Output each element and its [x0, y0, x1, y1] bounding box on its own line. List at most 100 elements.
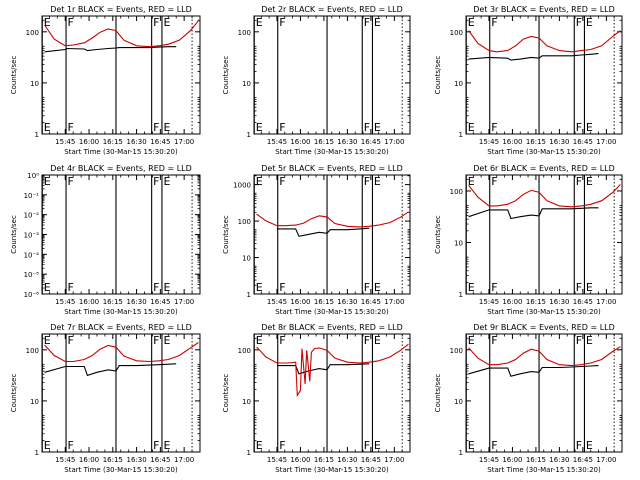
marker-label-top: F [68, 334, 74, 347]
x-tick-label: 15:45 [55, 298, 75, 306]
x-tick-label: 17:00 [596, 298, 616, 306]
x-tick-label: 15:45 [267, 298, 287, 306]
chart-panel-1: Det 1r BLACK = Events, RED = LLD 1 10 100 Co… [10, 5, 201, 156]
marker-label-bottom: F [153, 121, 159, 134]
marker-label-top: E [163, 16, 170, 29]
y-tick-label: 100 [238, 347, 251, 355]
marker-label-bottom: E [163, 121, 170, 134]
x-tick-label: 15:45 [479, 138, 499, 146]
marker-label-top: E [468, 334, 475, 347]
marker-label-top: F [68, 175, 74, 188]
x-tick-label: 15:45 [267, 456, 287, 464]
x-tick-label: 16:15 [314, 298, 334, 306]
y-axis-label: Counts/sec [434, 374, 442, 413]
x-tick-label: 16:15 [314, 138, 334, 146]
series-line-events [468, 207, 599, 220]
y-tick-label: 10⁻³ [24, 232, 40, 240]
x-tick-label: 16:00 [290, 456, 310, 464]
y-tick-label: 1 [459, 291, 463, 299]
x-axis-label: Start Time (30-Mar-15 15:30:20) [64, 466, 178, 474]
marker-label-bottom: F [576, 281, 582, 294]
x-tick-label: 17:00 [596, 456, 616, 464]
x-tick-label: 15:45 [479, 456, 499, 464]
marker-label-bottom: F [68, 281, 74, 294]
marker-label-bottom: E [468, 439, 475, 452]
marker-label-top: E [468, 175, 475, 188]
marker-label-top: E [586, 16, 593, 29]
y-tick-label: 1 [247, 449, 251, 457]
x-tick-label: 16:45 [573, 138, 593, 146]
marker-label-top: E [586, 334, 593, 347]
marker-label-top: E [44, 334, 51, 347]
x-tick-label: 16:15 [526, 298, 546, 306]
x-tick-label: 16:00 [502, 298, 522, 306]
chart-title: Det 4r BLACK = Events, RED = LLD [50, 164, 192, 173]
x-tick-label: 16:30 [337, 298, 357, 306]
marker-label-bottom: E [163, 439, 170, 452]
y-tick-label: 10⁻⁴ [24, 251, 40, 259]
marker-label-bottom: E [374, 439, 381, 452]
x-tick-label: 16:45 [150, 298, 170, 306]
chart-title: Det 3r BLACK = Events, RED = LLD [473, 5, 615, 14]
y-tick-label: 100 [450, 188, 463, 196]
y-tick-label: 10⁻⁶ [24, 291, 40, 299]
x-tick-label: 16:30 [337, 456, 357, 464]
y-tick-label: 1 [459, 449, 463, 457]
marker-label-top: E [256, 175, 263, 188]
marker-label-bottom: E [256, 121, 263, 134]
y-tick-label: 10 [242, 255, 251, 263]
series-line-lld [44, 20, 199, 48]
marker-label-bottom: F [576, 439, 582, 452]
x-tick-label: 16:30 [549, 138, 569, 146]
x-axis-label: Start Time (30-Mar-15 15:30:20) [275, 308, 389, 316]
x-tick-label: 16:45 [573, 456, 593, 464]
chart-title: Det 1r BLACK = Events, RED = LLD [50, 5, 192, 14]
x-tick-label: 17:00 [174, 298, 194, 306]
chart-panel-4: Det 4r BLACK = Events, RED = LLD 10⁻⁶ 10⁻⁵… [10, 164, 201, 316]
y-tick-label: 100 [26, 29, 39, 37]
x-tick-label: 16:00 [79, 456, 99, 464]
x-tick-label: 16:00 [79, 138, 99, 146]
marker-label-top: F [153, 16, 159, 29]
x-tick-label: 16:15 [103, 298, 123, 306]
y-tick-label: 10⁰ [27, 172, 39, 180]
marker-label-top: E [374, 16, 381, 29]
series-line-events [44, 46, 177, 53]
marker-label-top: F [68, 16, 74, 29]
x-tick-label: 16:30 [549, 298, 569, 306]
y-tick-label: 10 [30, 80, 39, 88]
marker-label-bottom: E [256, 439, 263, 452]
chart-title: Det 2r BLACK = Events, RED = LLD [261, 5, 403, 14]
chart-title: Det 9r BLACK = Events, RED = LLD [473, 323, 615, 332]
y-tick-label: 100 [26, 347, 39, 355]
marker-label-bottom: F [153, 281, 159, 294]
y-axis-label: Counts/sec [222, 56, 230, 95]
marker-label-top: E [44, 16, 51, 29]
y-tick-label: 1 [247, 291, 251, 299]
marker-label-bottom: E [468, 281, 475, 294]
marker-label-bottom: E [163, 281, 170, 294]
x-axis-label: Start Time (30-Mar-15 15:30:20) [487, 308, 601, 316]
chart-panel-9: Det 9r BLACK = Events, RED = LLD 1 10 100 Co… [434, 323, 623, 474]
marker-label-top: E [256, 16, 263, 29]
y-tick-label: 1000 [233, 182, 251, 190]
marker-label-top: F [576, 175, 582, 188]
marker-label-top: E [44, 175, 51, 188]
x-axis-label: Start Time (30-Mar-15 15:30:20) [64, 148, 178, 156]
x-tick-label: 16:00 [290, 298, 310, 306]
x-tick-label: 17:00 [384, 138, 404, 146]
x-tick-label: 15:45 [55, 456, 75, 464]
y-tick-label: 10⁻¹ [24, 192, 40, 200]
x-tick-label: 16:45 [150, 456, 170, 464]
marker-label-top: F [364, 175, 370, 188]
marker-label-bottom: E [468, 121, 475, 134]
x-tick-label: 17:00 [174, 138, 194, 146]
marker-label-top: F [576, 334, 582, 347]
y-axis-label: Counts/sec [222, 215, 230, 254]
y-axis-label: Counts/sec [10, 56, 18, 95]
marker-label-top: F [491, 175, 497, 188]
marker-label-bottom: E [256, 281, 263, 294]
marker-label-top: E [163, 334, 170, 347]
x-axis-label: Start Time (30-Mar-15 15:30:20) [275, 148, 389, 156]
